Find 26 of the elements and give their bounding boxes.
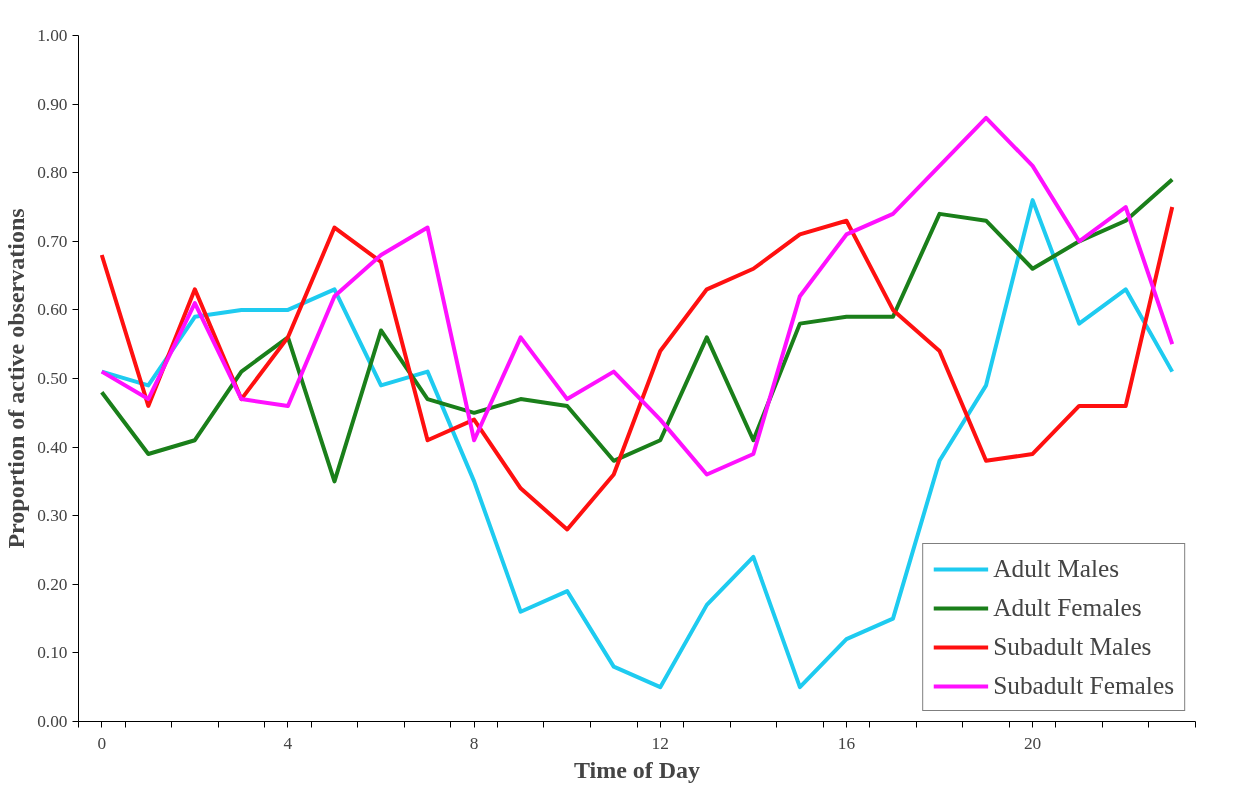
y-tick-label: 0.60 [37, 300, 68, 320]
y-tick-label: 0.50 [37, 369, 68, 388]
x-tick-label: 16 [837, 733, 856, 753]
x-tick-label: 4 [283, 733, 293, 753]
y-tick-label: 0.70 [37, 231, 68, 251]
legend-label: Subadult Females [993, 671, 1174, 700]
y-tick-label: 0.10 [37, 643, 68, 663]
legend-label: Adult Females [993, 593, 1142, 622]
line-series [99, 115, 1175, 477]
legend-label: Subadult Males [993, 632, 1152, 661]
line-series [99, 177, 1175, 484]
line-series [99, 205, 1175, 532]
y-tick-label: 1.00 [37, 26, 68, 45]
x-axis-title: Time of Day [573, 756, 701, 783]
y-tick-label: 0.80 [37, 163, 68, 183]
y-tick-label: 0.30 [37, 506, 68, 526]
y-tick-label: 0.00 [37, 712, 68, 731]
x-tick-label: 12 [651, 733, 669, 753]
x-tick-label: 0 [97, 733, 107, 753]
y-tick-label: 0.20 [37, 574, 68, 594]
x-tick-label: 20 [1023, 733, 1042, 753]
legend-label: Adult Males [993, 554, 1120, 583]
y-tick-label: 0.40 [37, 437, 68, 457]
x-tick-label: 8 [469, 733, 479, 753]
y-tick-label: 0.90 [37, 94, 68, 114]
y-axis-title: Proportion of active observations [3, 208, 30, 549]
